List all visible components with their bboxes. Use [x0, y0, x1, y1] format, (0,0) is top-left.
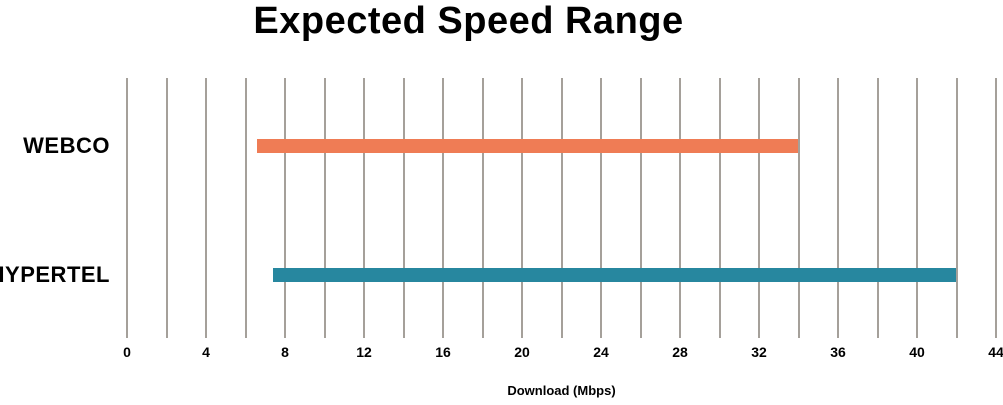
- x-axis-label: Download (Mbps): [507, 383, 616, 398]
- gridline-x-10: [323, 78, 326, 338]
- gridline-x-20: [521, 78, 523, 338]
- gridline-x-12: [363, 78, 365, 338]
- x-tick-44: 44: [988, 344, 1003, 360]
- gridline-x-34: [797, 78, 800, 338]
- x-tick-36: 36: [830, 344, 846, 360]
- x-tick-8: 8: [281, 344, 289, 360]
- category-label-webco: WEBCO: [23, 133, 110, 158]
- x-tick-16: 16: [435, 344, 451, 360]
- gridline-x-18: [481, 78, 484, 338]
- category-label-hypertel: HYPERTEL: [0, 262, 110, 287]
- gridline-x-0: [126, 78, 128, 338]
- gridline-x-28: [679, 78, 681, 338]
- gridline-x-40: [916, 78, 918, 338]
- gridline-x-6: [244, 78, 247, 338]
- x-tick-12: 12: [356, 344, 372, 360]
- gridline-x-8: [284, 78, 286, 338]
- gridline-x-44: [995, 78, 997, 338]
- gridline-x-36: [837, 78, 839, 338]
- gridline-x-22: [560, 78, 563, 338]
- gridline-x-38: [876, 78, 879, 338]
- gridline-x-2: [165, 78, 168, 338]
- gridline-x-42: [955, 78, 958, 338]
- gridline-x-26: [639, 78, 642, 338]
- plot-area: [126, 78, 997, 338]
- x-tick-20: 20: [514, 344, 530, 360]
- chart-title: Expected Speed Range: [253, 0, 684, 42]
- gridline-x-32: [758, 78, 760, 338]
- gridline-x-24: [600, 78, 602, 338]
- x-tick-32: 32: [751, 344, 767, 360]
- bar-hypertel: [273, 268, 957, 282]
- x-tick-0: 0: [123, 344, 131, 360]
- gridline-x-4: [205, 78, 207, 338]
- x-tick-40: 40: [909, 344, 925, 360]
- x-tick-28: 28: [672, 344, 688, 360]
- bar-webco: [257, 139, 799, 153]
- gridline-x-14: [402, 78, 405, 338]
- x-tick-4: 4: [202, 344, 210, 360]
- gridline-x-30: [718, 78, 721, 338]
- gridline-x-16: [442, 78, 444, 338]
- x-tick-24: 24: [593, 344, 609, 360]
